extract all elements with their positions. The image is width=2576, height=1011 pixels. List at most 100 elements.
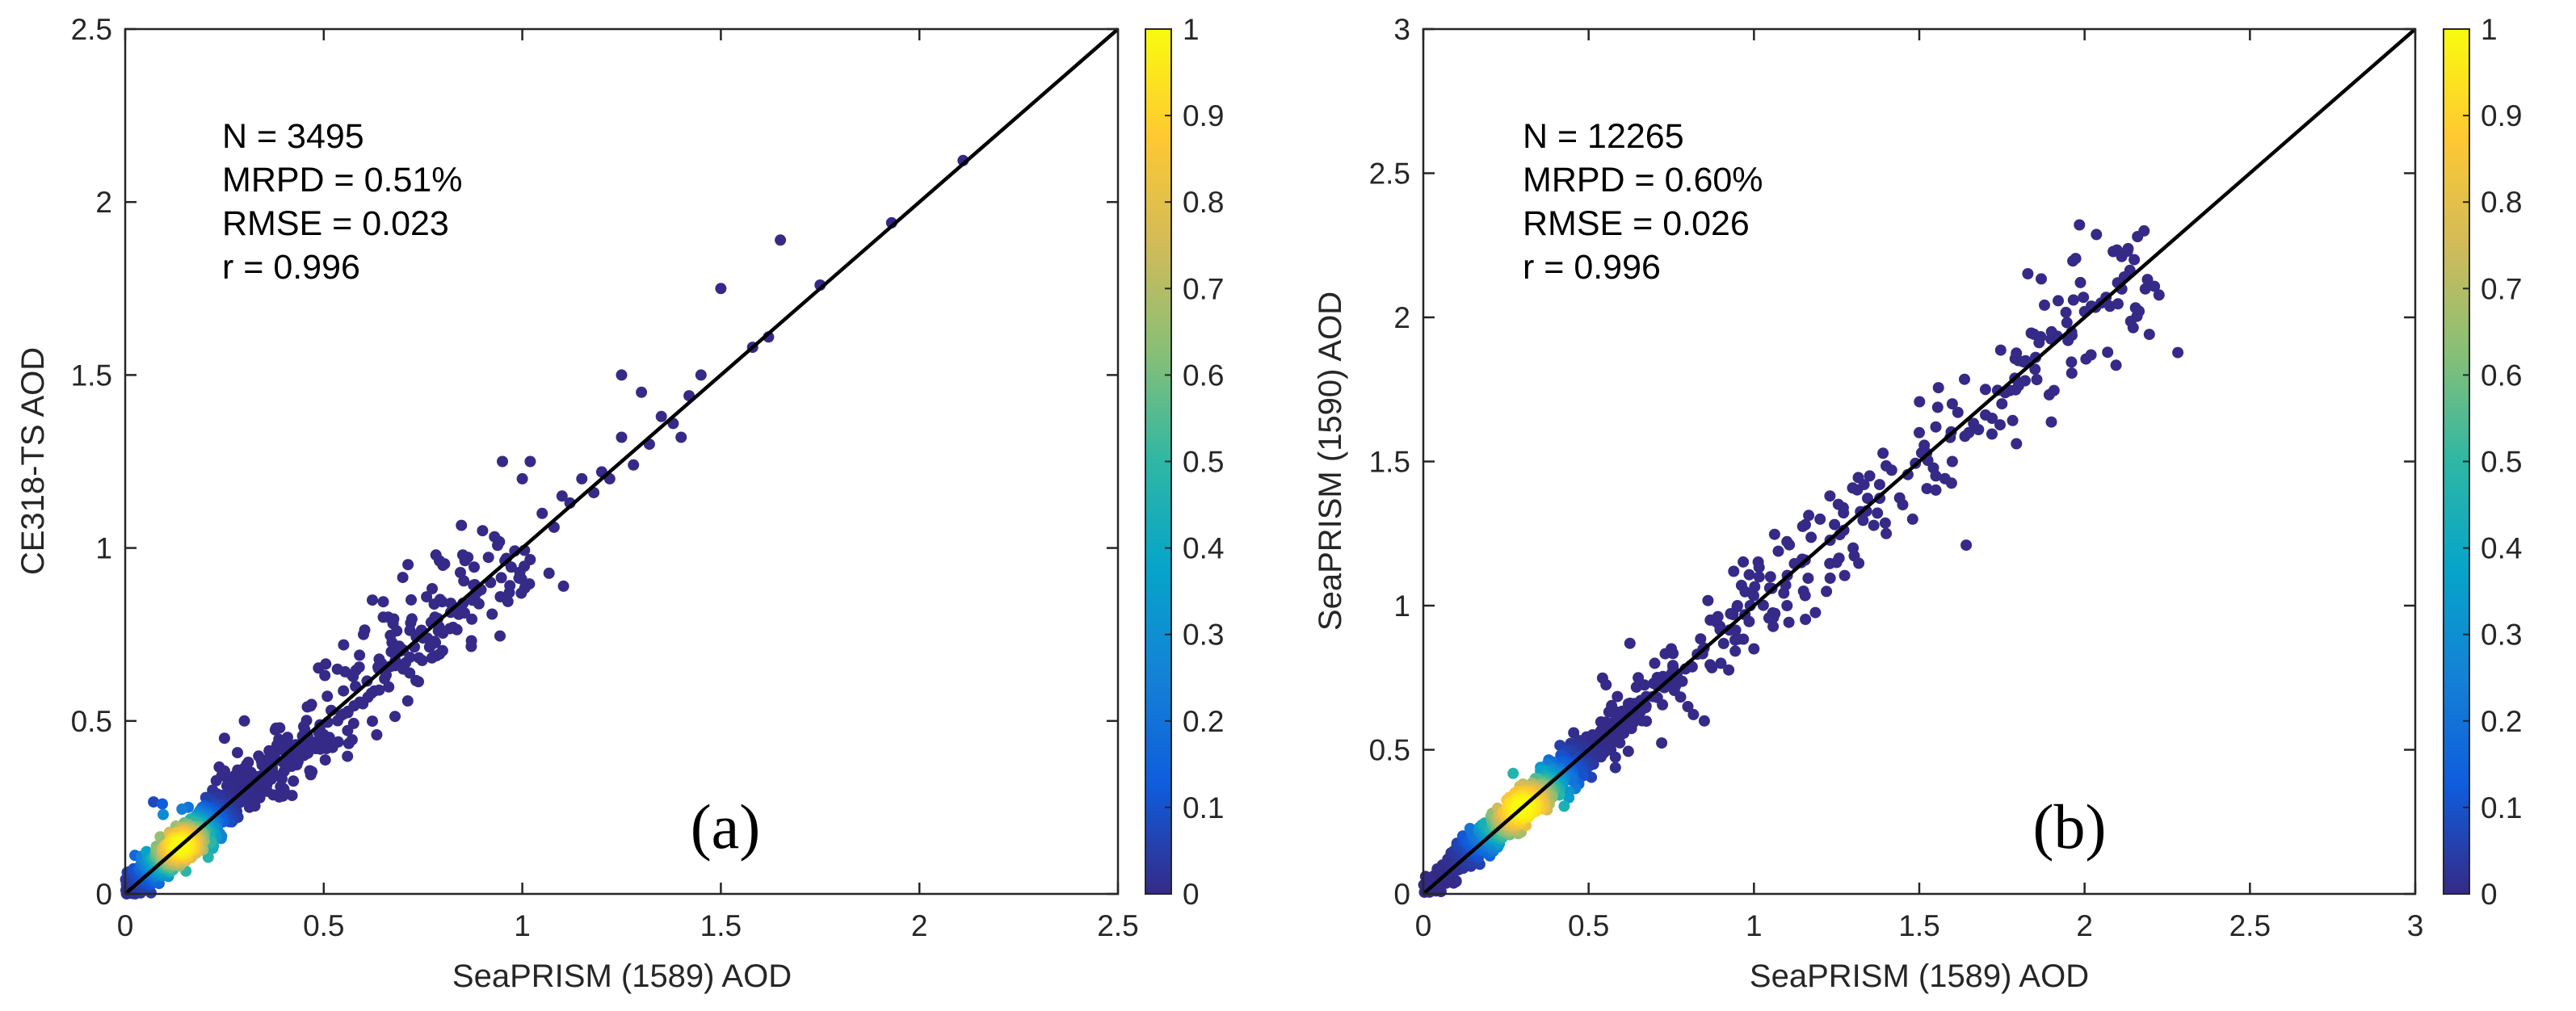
- colorbar-tick-label: 0.5: [1183, 446, 1224, 479]
- data-point: [1554, 740, 1566, 752]
- data-point: [148, 796, 160, 808]
- data-point: [377, 596, 389, 608]
- colorbar-tick-label: 0.9: [1183, 99, 1224, 132]
- data-point: [426, 652, 438, 664]
- data-point: [494, 630, 506, 642]
- data-point: [1914, 396, 1926, 408]
- x-tick-label: 0: [117, 909, 134, 942]
- data-point: [675, 431, 687, 443]
- data-point: [2060, 306, 2072, 318]
- data-point: [1980, 409, 1991, 421]
- data-point: [2011, 438, 2023, 450]
- data-point: [1612, 690, 1624, 703]
- data-point: [1743, 568, 1755, 581]
- y-tick-label: 1: [1393, 589, 1410, 623]
- data-point: [1847, 482, 1859, 494]
- data-point: [1729, 645, 1742, 657]
- data-point: [313, 662, 325, 674]
- data-point: [437, 560, 449, 571]
- data-point: [1946, 455, 1958, 468]
- data-point: [1939, 472, 1951, 485]
- data-point: [2043, 388, 2055, 401]
- data-point: [238, 715, 250, 727]
- data-point: [421, 591, 433, 603]
- data-point: [556, 490, 568, 502]
- data-point: [616, 369, 628, 381]
- data-point: [628, 459, 640, 471]
- data-point: [1687, 708, 1700, 720]
- panel-b: 0 0.5 1 1.5 2 2.5 3 0 0.5 1 1.5 2 2.5 3 SeaPRISM (158…: [1313, 13, 2423, 994]
- data-point: [515, 587, 527, 599]
- colorbar-tick-label: 0.4: [2481, 532, 2522, 565]
- data-point: [319, 669, 331, 682]
- colorbar-tick-label: 0.3: [2481, 619, 2522, 652]
- data-point: [397, 572, 409, 584]
- data-point: [1857, 514, 1869, 526]
- x-tick-label: 1.5: [700, 909, 742, 942]
- data-point: [367, 715, 378, 728]
- data-point: [1805, 531, 1817, 543]
- data-point: [775, 234, 787, 246]
- data-point: [332, 715, 343, 727]
- data-point: [456, 519, 468, 531]
- data-point: [210, 774, 222, 787]
- data-point: [1772, 545, 1784, 557]
- colorbar-tick-label: 0.5: [2481, 446, 2522, 479]
- data-point: [2116, 250, 2128, 262]
- panel-a: 0 0.5 1 1.5 2 2.5 0 0.5 1 1.5 2 2.5 SeaPRISM (1589)…: [15, 13, 1139, 994]
- data-point: [1464, 823, 1476, 834]
- data-point: [401, 695, 414, 707]
- data-point: [306, 739, 318, 751]
- data-point: [1768, 528, 1780, 540]
- data-point: [1873, 479, 1885, 491]
- y-tick-label: 3: [1393, 13, 1410, 46]
- data-point: [1702, 594, 1714, 606]
- data-point: [466, 613, 478, 625]
- data-point: [1800, 614, 1812, 625]
- data-point: [428, 598, 440, 610]
- data-point: [1682, 701, 1694, 712]
- data-point: [1763, 612, 1775, 624]
- data-point: [458, 575, 470, 587]
- data-point: [1753, 571, 1765, 583]
- data-point: [1739, 585, 1751, 598]
- data-point: [154, 831, 166, 843]
- colorbar-tick-label: 1: [1183, 13, 1200, 46]
- panel-b-y-axis-label: SeaPRISM (1590) AOD: [1313, 292, 1348, 631]
- data-point: [1881, 459, 1892, 472]
- panel-a-stat-mrpd: MRPD = 0.51%: [222, 161, 463, 199]
- data-point: [1838, 507, 1850, 519]
- y-tick-label: 0.5: [71, 705, 112, 738]
- panel-b-one-to-one-line: [1422, 27, 2417, 896]
- data-point: [1930, 484, 1942, 496]
- data-point: [1862, 493, 1873, 505]
- data-point: [2045, 416, 2057, 428]
- x-tick-label: 0: [1415, 909, 1432, 942]
- data-point: [477, 525, 489, 537]
- data-point: [342, 724, 354, 736]
- colorbar-tick-label: 0.2: [1183, 705, 1224, 738]
- data-point: [377, 611, 389, 623]
- y-tick-label: 0: [1393, 878, 1410, 911]
- data-point: [2074, 276, 2086, 288]
- data-point: [1753, 561, 1765, 573]
- colorbar-tick-label: 1: [2481, 13, 2498, 46]
- data-point: [616, 431, 628, 443]
- data-point: [1659, 648, 1671, 660]
- data-point: [1879, 517, 1891, 529]
- panel-a-label: (a): [691, 791, 761, 862]
- data-point: [492, 539, 503, 552]
- data-point: [1979, 384, 1991, 396]
- data-point: [1657, 698, 1669, 711]
- data-point: [1996, 398, 2008, 410]
- y-tick-label: 1.5: [71, 359, 112, 392]
- y-tick-label: 1.5: [1369, 446, 1410, 479]
- data-point: [1872, 507, 1884, 519]
- y-tick-label: 2: [95, 186, 112, 219]
- data-point: [1960, 539, 1973, 552]
- data-point: [1609, 761, 1621, 774]
- data-point: [286, 790, 298, 802]
- data-point: [1959, 430, 1971, 443]
- data-point: [1558, 800, 1570, 812]
